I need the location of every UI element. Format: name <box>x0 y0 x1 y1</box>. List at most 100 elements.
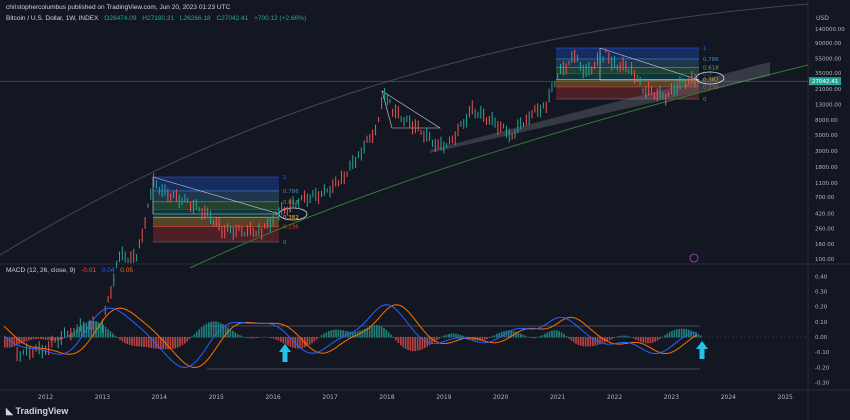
macd-histogram-bar <box>272 337 275 339</box>
macd-histogram-bar <box>179 337 181 347</box>
macd-axis-tick: -0.30 <box>815 380 830 386</box>
ohlc-open: O26474.09 <box>104 15 137 22</box>
macd-histogram-bar <box>114 335 116 338</box>
macd-histogram-bar <box>102 325 104 338</box>
macd-histogram-bar <box>649 337 652 344</box>
macd-histogram-bar <box>265 336 268 338</box>
macd-signal-value: 0.05 <box>120 267 133 274</box>
macd-histogram-bar <box>100 323 102 338</box>
macd-histogram-bar <box>119 337 121 340</box>
macd-hist-value: -0.01 <box>81 267 96 274</box>
macd-histogram-bar <box>157 337 160 349</box>
macd-histogram-bar <box>352 331 354 338</box>
macd-histogram-bar <box>424 337 426 349</box>
macd-histogram-bar <box>688 329 690 338</box>
triangle-left <box>152 176 280 215</box>
macd-histogram-bar <box>587 337 589 347</box>
macd-histogram-bar <box>589 337 592 347</box>
macd-histogram-bar <box>536 337 539 338</box>
price-axis-tick: 13000.00 <box>815 102 842 108</box>
fib-right-level-label: 0.786 <box>703 57 719 63</box>
fib-left-band <box>153 209 279 218</box>
macd-histogram-bar <box>496 333 498 338</box>
macd-histogram-bar <box>407 337 409 350</box>
price-axis-currency: USD <box>816 15 829 22</box>
macd-histogram-bar <box>460 334 462 338</box>
macd-histogram-bar <box>313 337 316 342</box>
macd-histogram-bar <box>244 337 246 338</box>
macd-axis-tick: -0.10 <box>815 350 830 356</box>
fib-left-band <box>153 226 279 242</box>
macd-histogram-bar <box>186 337 188 342</box>
macd-histogram-bar <box>104 326 107 338</box>
macd-histogram-bar <box>575 337 577 344</box>
macd-axis-tick: -0.20 <box>815 365 830 371</box>
macd-histogram-bar <box>268 337 270 338</box>
macd-histogram-bar <box>301 337 304 349</box>
macd-histogram-bar <box>76 328 78 338</box>
time-axis-tick: 2014 <box>152 394 167 401</box>
macd-histogram-bar <box>44 337 47 340</box>
macd-histogram-bar <box>133 337 136 347</box>
macd-histogram-bar <box>498 332 500 338</box>
macd-histogram-bar <box>558 331 560 338</box>
macd-histogram-bar <box>683 328 685 338</box>
macd-histogram-bar <box>256 337 258 338</box>
macd-histogram-bar <box>112 333 114 338</box>
macd-signal-line <box>3 304 698 368</box>
macd-histogram-bar <box>692 331 695 338</box>
macd-histogram-bar <box>80 325 83 338</box>
macd-histogram-bar <box>606 337 608 342</box>
price-axis-tick: 55000.00 <box>815 57 842 63</box>
macd-pane <box>0 304 808 368</box>
macd-axis-tick: 0.20 <box>815 305 828 311</box>
price-axis-tick: 90000.00 <box>815 41 842 47</box>
macd-histogram-bar <box>457 334 460 338</box>
up-arrow-icon <box>279 344 291 362</box>
time-axis-tick: 2016 <box>265 394 280 401</box>
time-axis-tick: 2022 <box>607 394 622 401</box>
macd-histogram-bar <box>414 337 416 352</box>
macd-histogram-bar <box>222 324 224 338</box>
macd-histogram-bar <box>239 335 241 338</box>
macd-histogram-bar <box>172 337 174 349</box>
macd-histogram-bar <box>400 337 402 346</box>
macd-histogram-bar <box>608 337 611 341</box>
macd-histogram-bar <box>647 337 649 344</box>
macd-histogram-bar <box>642 337 644 343</box>
flag-icon <box>689 253 699 263</box>
publisher-line: christophercolumbus published on Trading… <box>6 4 231 11</box>
fib-left-level-label: 1 <box>283 175 287 181</box>
macd-histogram-bar <box>184 337 186 344</box>
time-axis-tick: 2021 <box>550 394 565 401</box>
macd-histogram-bar <box>568 337 570 339</box>
macd-histogram-bar <box>368 326 371 338</box>
macd-histogram-bar <box>440 336 443 338</box>
macd-histogram-bar <box>431 337 433 344</box>
macd-histogram-bar <box>618 336 620 338</box>
macd-histogram-bar <box>236 333 239 338</box>
macd-histogram-bar <box>176 337 179 348</box>
macd-histogram-bar <box>28 337 30 341</box>
fib-right-band <box>556 79 699 87</box>
macd-line-value: 0.04 <box>101 267 115 274</box>
macd-histogram-bar <box>654 337 656 342</box>
macd-histogram-bar <box>529 337 532 338</box>
support-curve <box>189 64 809 269</box>
macd-histogram-bar <box>580 337 582 346</box>
macd-histogram-bar <box>486 337 488 339</box>
macd-histogram-bar <box>661 336 664 338</box>
price-axis-tick: 35000.00 <box>815 71 842 77</box>
macd-histogram-bar <box>436 337 438 341</box>
price-axis-tick: 140000.00 <box>815 27 845 33</box>
macd-histogram-bar <box>371 325 373 338</box>
fib-right-band <box>556 67 699 74</box>
macd-histogram-bar <box>527 336 529 338</box>
macd-histogram-bar <box>253 337 256 339</box>
macd-histogram-bar <box>193 334 196 338</box>
time-axis-tick: 2023 <box>664 394 679 401</box>
macd-histogram-bar <box>373 325 376 338</box>
macd-histogram-bar <box>169 337 172 350</box>
macd-histogram-bar <box>570 337 572 341</box>
